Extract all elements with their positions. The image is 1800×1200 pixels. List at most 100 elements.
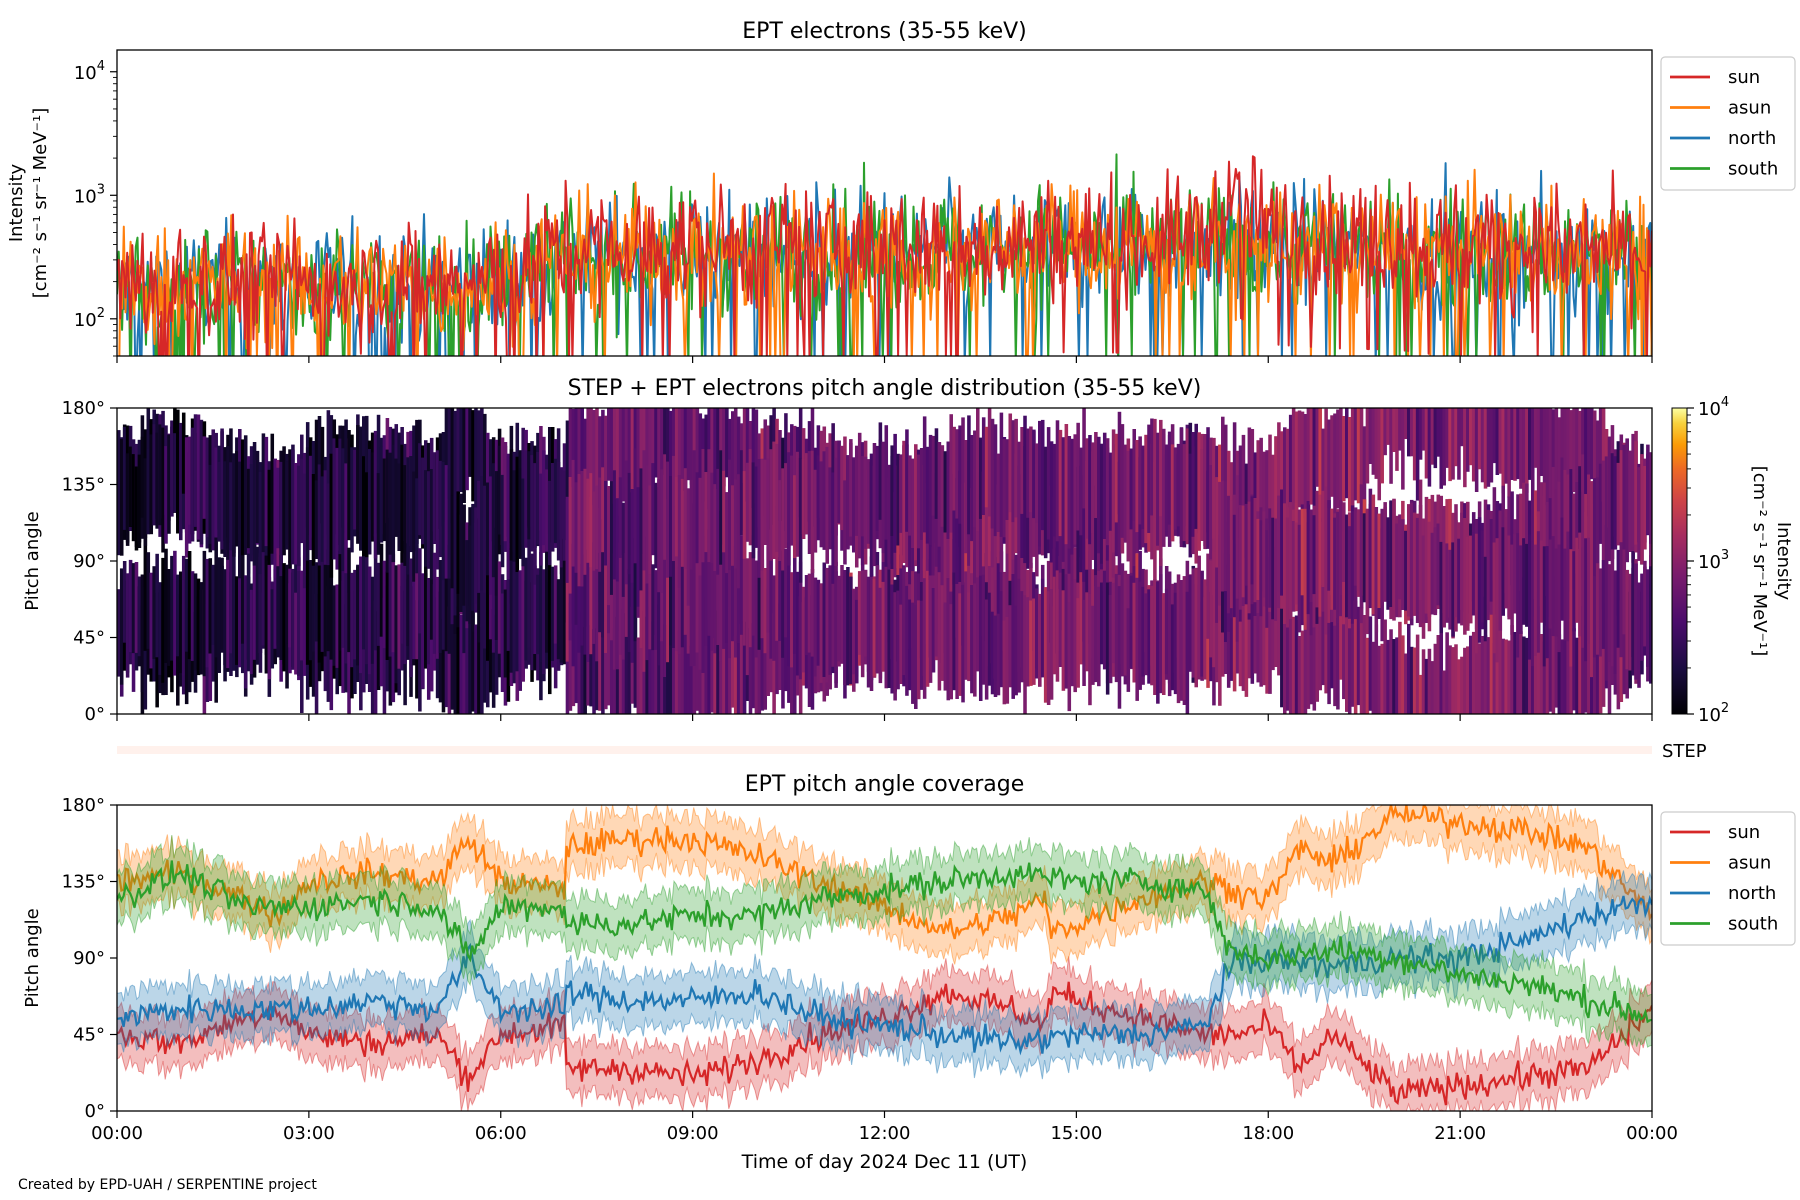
heatmap-cell [1350,408,1355,511]
heatmap-cell [601,409,605,490]
heatmap-cell [173,433,177,513]
heatmap-cell [604,480,608,566]
heatmap-cell [214,536,218,658]
heatmap-cell [323,470,328,565]
heatmap-cell [444,600,449,708]
colorbar [1671,407,1688,715]
heatmap-cell [459,408,463,493]
heatmap-cell [1147,589,1151,684]
heatmap-cell [394,458,399,537]
heatmap-cell [1076,422,1080,531]
heatmap-cell [441,618,446,713]
heatmap-cell [1055,570,1060,682]
heatmap-cell [931,472,936,576]
heatmap-cell [426,578,431,665]
heatmap-cell [595,628,599,711]
heatmap-cell [397,564,401,669]
heatmap-cell [1271,586,1275,671]
heatmap-cell [553,565,558,644]
heatmap-cell [335,447,339,570]
heatmap-cell [1191,568,1196,678]
heatmap-cell [819,583,824,683]
heatmap-cell [1288,414,1293,508]
heatmap-cell [447,606,452,714]
heatmap-cell [618,408,623,516]
heatmap-cell [338,438,342,555]
heatmap-cell [1218,597,1222,706]
heatmap-cell [1185,591,1190,714]
heatmap-cell [1539,540,1544,623]
heatmap-cell [1598,629,1603,714]
heatmap-cell [338,550,342,651]
heatmap-cell [1212,449,1216,539]
heatmap-cell [1082,408,1086,509]
heatmap-cell [1365,408,1370,484]
heatmap-cell [332,585,337,666]
heatmap-cell [710,408,714,513]
heatmap-cell [843,570,847,685]
heatmap-cell [426,471,431,569]
heatmap-cell [580,611,584,714]
heatmap-cell [801,458,806,539]
heatmap-cell [674,651,679,714]
heatmap-cell [264,436,269,547]
heatmap-cell [235,576,239,665]
heatmap-cell [713,408,717,489]
heatmap-cell [1646,569,1650,667]
heatmap-cell [379,543,384,637]
heatmap-cell [1513,632,1517,714]
heatmap-cell [1539,408,1544,476]
heatmap-cell [961,417,965,525]
heatmap-cell [728,545,732,659]
heatmap-cell [725,618,729,714]
colorbar-ticks: 102 103 104 [1687,395,1729,726]
heatmap-cell [1144,593,1148,676]
heatmap-cell [300,458,304,544]
heatmap-cell [1238,600,1243,687]
heatmap-cell [633,408,638,489]
heatmap-cell [1291,521,1296,612]
heatmap-cell [146,552,151,649]
heatmap-cell [1218,481,1222,606]
heatmap-cell [1548,539,1553,629]
panel3-title: EPT pitch angle coverage [745,772,1025,797]
heatmap-cell [1114,433,1119,523]
heatmap-cell [598,477,602,572]
heatmap-cell [353,569,357,660]
heatmap-cell [385,449,390,573]
heatmap-cell [1141,445,1145,530]
panel2-ylabel: Pitch angle [22,511,43,610]
heatmap-cell [757,627,762,714]
heatmap-cell [899,604,903,684]
heatmap-cell [633,538,638,642]
heatmap-cell [1123,444,1128,541]
heatmap-cell [1480,408,1485,483]
heatmap-cell [545,469,549,552]
heatmap-cell [660,408,664,510]
heatmap-cell [984,599,989,700]
heatmap-cell [843,436,847,516]
series-line-south [117,153,1652,356]
heatmap-cell [1167,431,1172,525]
heatmap-cell [1288,599,1293,714]
heatmap-cell [1215,589,1219,683]
heatmap-cell [1321,428,1325,523]
heatmap-cell [1176,582,1181,704]
heatmap-cell [798,457,803,583]
heatmap-cell [1067,436,1072,549]
heatmap-cell [1058,509,1063,590]
heatmap-cell [592,629,596,714]
heatmap-cell [736,416,741,524]
heatmap-cell [1176,443,1181,527]
heatmap-cell [1094,432,1098,518]
heatmap-cell [243,435,248,555]
heatmap-cell [1026,428,1030,518]
heatmap-cell [1283,427,1287,510]
heatmap-cell [1625,438,1629,563]
credit-text: Created by EPD-UAH / SERPENTINE project [18,1177,317,1193]
heatmap-cell [288,449,292,569]
heatmap-cell [775,543,779,641]
heatmap-cell [1014,418,1018,518]
heatmap-cell [860,456,865,537]
heatmap-cell [1592,615,1597,714]
